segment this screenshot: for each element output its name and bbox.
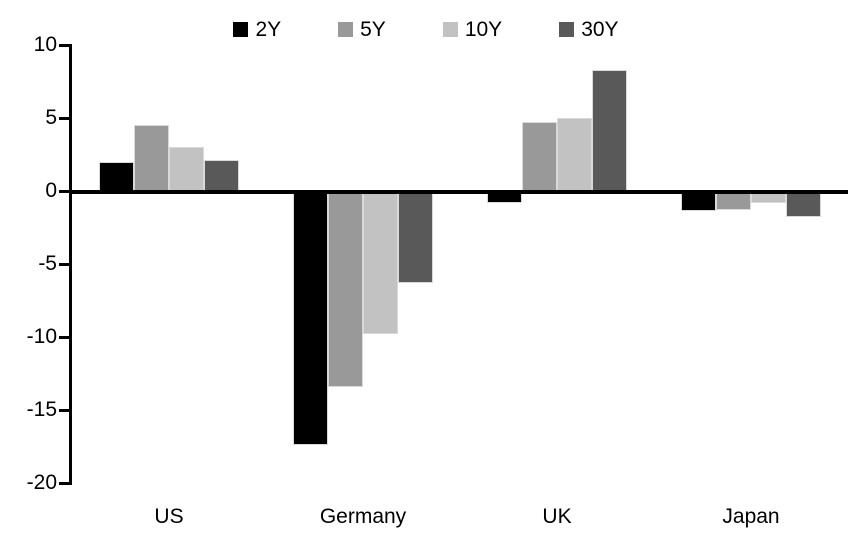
y-tick-mark--5 <box>59 262 72 266</box>
bar-uk-10y <box>557 118 592 191</box>
y-tick-label--20: -20 <box>26 471 57 494</box>
y-tick-label--15: -15 <box>26 398 57 421</box>
legend-swatch-10y <box>442 21 458 37</box>
legend-swatch-30y <box>559 21 575 37</box>
y-tick-mark--20 <box>59 481 72 485</box>
y-tick-mark--10 <box>59 335 72 339</box>
x-axis-label-germany: Germany <box>319 505 407 528</box>
bar-us-2y <box>99 161 134 191</box>
x-axis-label-japan: Japan <box>722 505 780 528</box>
bar-us-30y <box>204 160 239 191</box>
bar-us-10y <box>169 147 204 191</box>
bar-uk-30y <box>592 69 627 191</box>
legend-item-30y: 30Y <box>559 17 619 41</box>
legend-swatch-2y <box>233 21 249 37</box>
legend: 2Y 5Y 10Y 30Y <box>0 16 852 42</box>
y-tick-mark-5 <box>59 116 72 120</box>
x-axis-label-uk: UK <box>542 505 572 528</box>
legend-label-30y: 30Y <box>581 17 619 41</box>
y-tick-label-0: 0 <box>45 179 57 202</box>
legend-item-10y: 10Y <box>442 17 503 41</box>
legend-label-2y: 2Y <box>255 17 282 41</box>
bar-germany-30y <box>398 191 433 283</box>
y-tick-mark-10 <box>59 43 72 47</box>
bar-japan-2y <box>681 191 716 212</box>
bar-germany-10y <box>363 191 398 335</box>
legend-label-5y: 5Y <box>360 17 386 41</box>
y-tick-label-10: 10 <box>33 33 57 56</box>
y-tick-label-5: 5 <box>45 106 57 129</box>
y-tick-mark--15 <box>59 408 72 412</box>
bar-uk-5y <box>522 122 557 191</box>
legend-swatch-5y <box>338 21 354 37</box>
bar-japan-30y <box>786 191 821 218</box>
y-tick-label--10: -10 <box>26 325 57 348</box>
legend-item-5y: 5Y <box>338 19 386 40</box>
bar-germany-2y <box>293 191 328 446</box>
bar-us-5y <box>134 125 169 191</box>
y-tick-mark-0 <box>59 189 72 193</box>
x-axis-label-us: US <box>154 505 184 528</box>
legend-item-2y: 2Y <box>233 19 281 40</box>
legend-label-10y: 10Y <box>464 17 503 41</box>
zero-baseline <box>69 190 848 194</box>
bar-germany-5y <box>328 191 363 387</box>
y-tick-label--5: -5 <box>38 252 57 275</box>
